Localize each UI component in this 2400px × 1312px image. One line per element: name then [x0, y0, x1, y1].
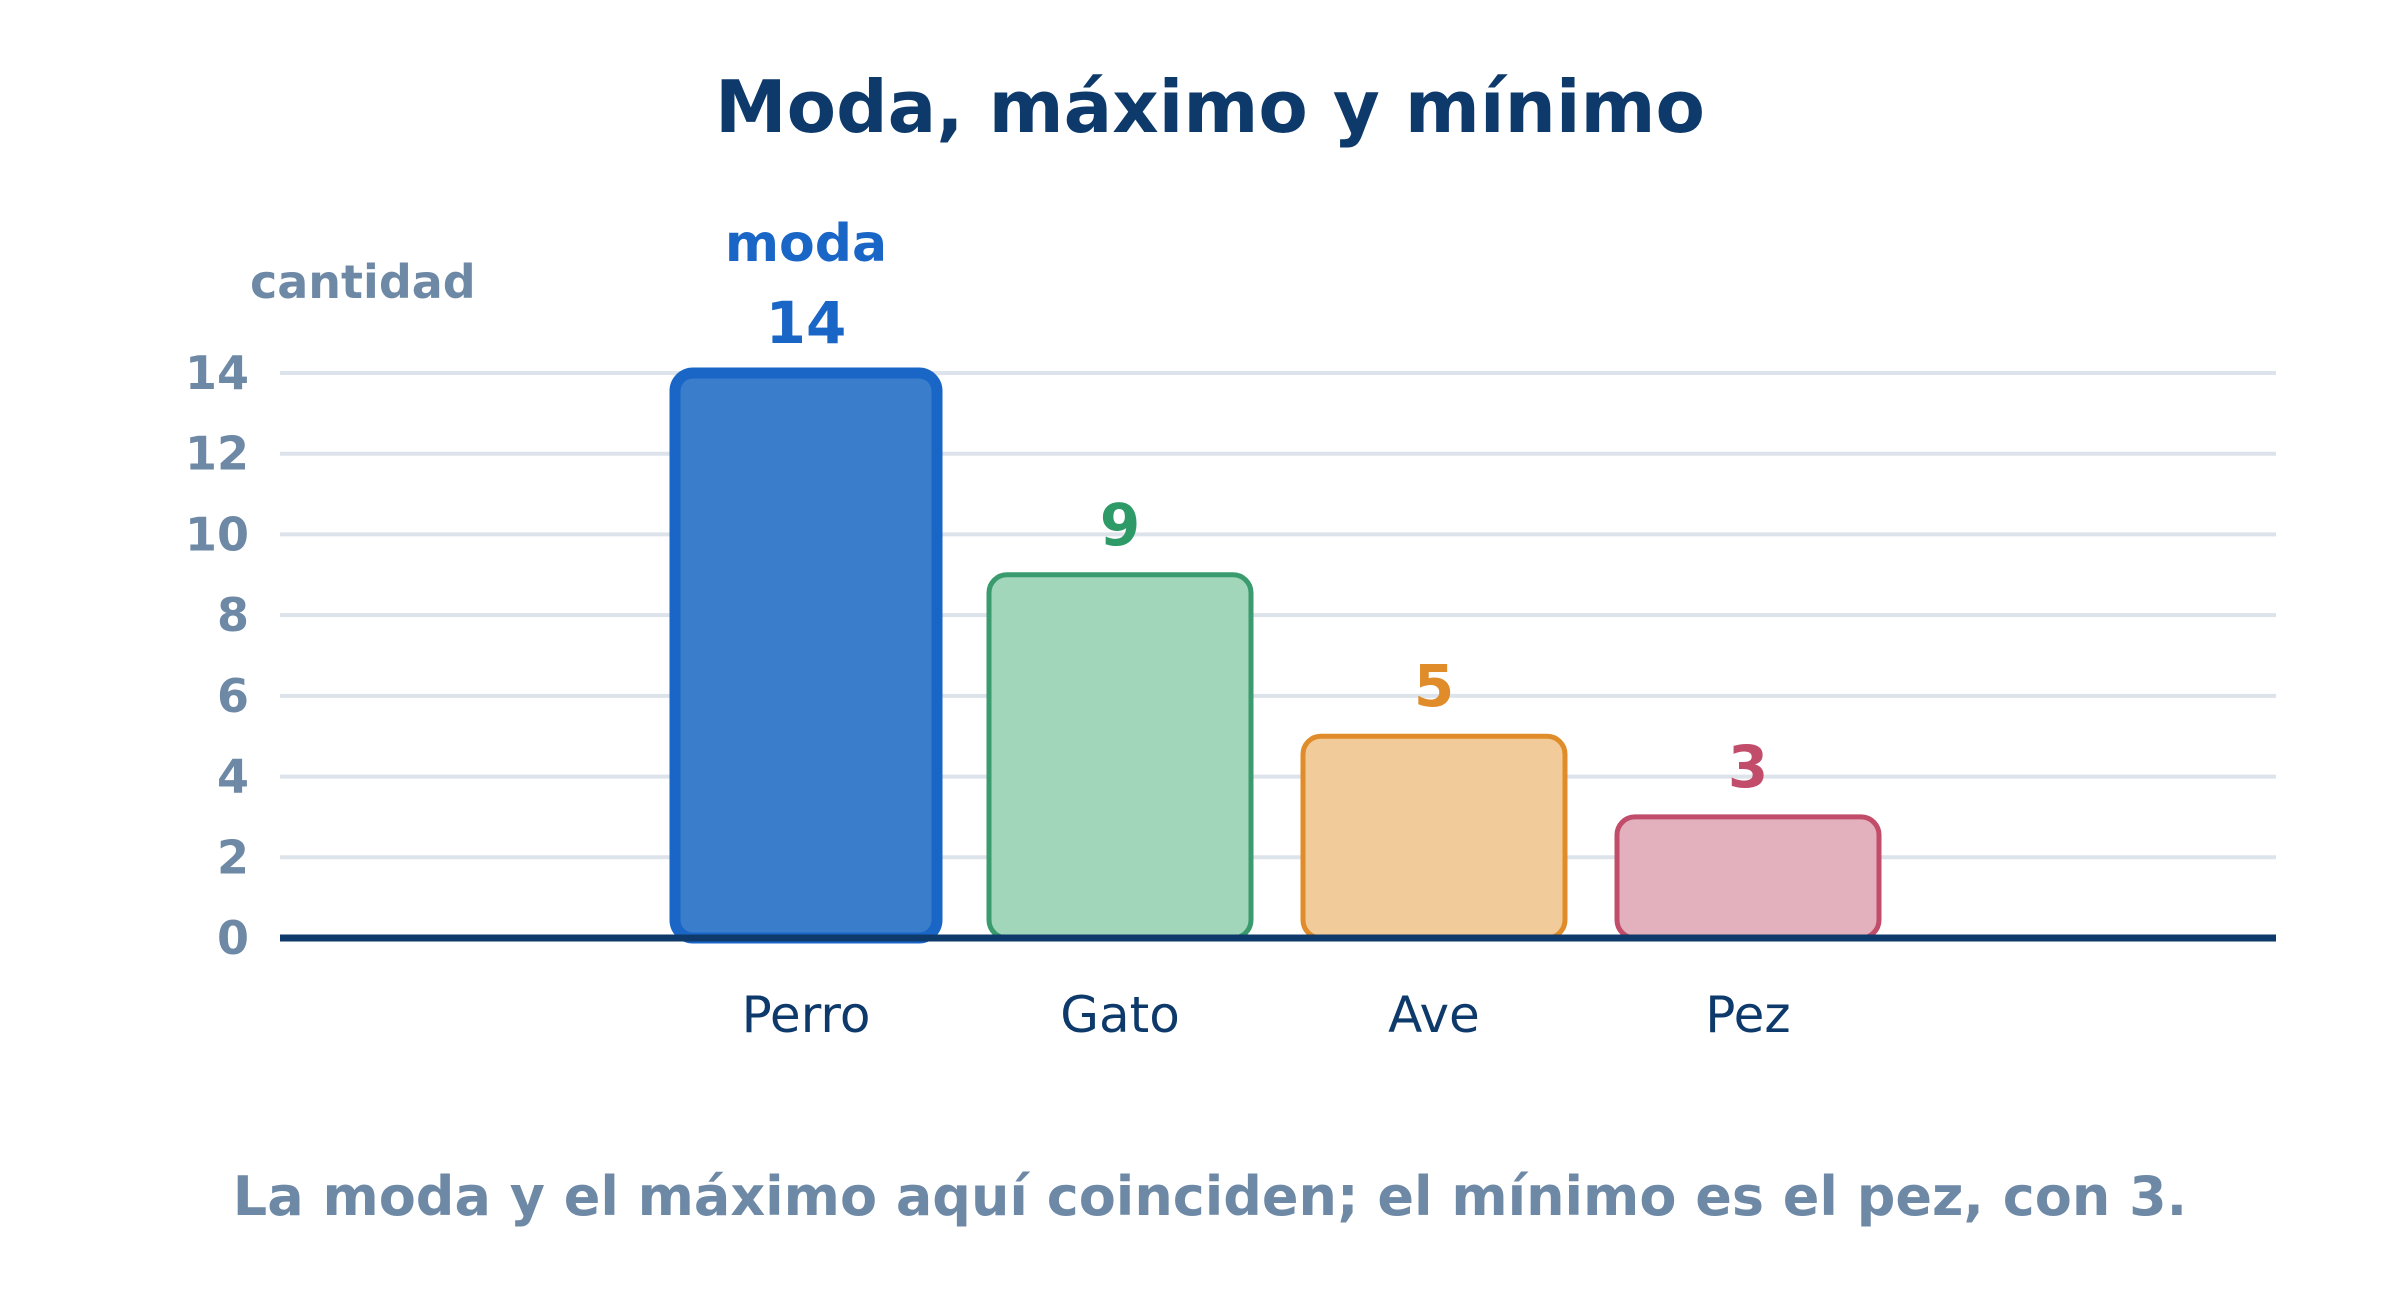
y-tick-label: 6: [217, 669, 249, 723]
chart-title: Moda, máximo y mínimo: [715, 65, 1705, 149]
gridlines: [280, 371, 2276, 860]
bar-value-label: 9: [1100, 491, 1140, 559]
y-tick-label: 12: [185, 427, 249, 481]
bar-value-label: 5: [1414, 652, 1454, 720]
y-tick-label: 4: [217, 750, 249, 804]
x-tick-label: Ave: [1388, 986, 1480, 1044]
bar-value-label: 14: [766, 289, 847, 357]
bar-perro: [669, 367, 943, 944]
bar-gato: [986, 572, 1254, 941]
y-tick-label: 2: [217, 830, 249, 884]
y-tick-label: 10: [185, 507, 249, 561]
x-axis-labels: Perro Gato Ave Pez: [742, 986, 1791, 1044]
x-tick-label: Gato: [1060, 986, 1180, 1044]
mode-annotation: moda: [725, 214, 887, 274]
x-tick-label: Perro: [742, 986, 871, 1044]
y-axis-ticks: 0 2 4 6 8 10 12 14: [185, 346, 249, 965]
bars: 14 moda 9 5 3: [669, 214, 1882, 944]
y-tick-label: 14: [185, 346, 249, 400]
y-axis-label: cantidad: [250, 255, 476, 309]
y-tick-label: 0: [217, 911, 249, 965]
x-tick-label: Pez: [1705, 986, 1790, 1044]
chart-caption: La moda y el máximo aquí coinciden; el m…: [233, 1165, 2187, 1228]
bar-pez: [1614, 814, 1882, 941]
bar-ave: [1300, 733, 1568, 941]
y-tick-label: 8: [217, 588, 249, 642]
bar-value-label: 3: [1728, 733, 1768, 801]
